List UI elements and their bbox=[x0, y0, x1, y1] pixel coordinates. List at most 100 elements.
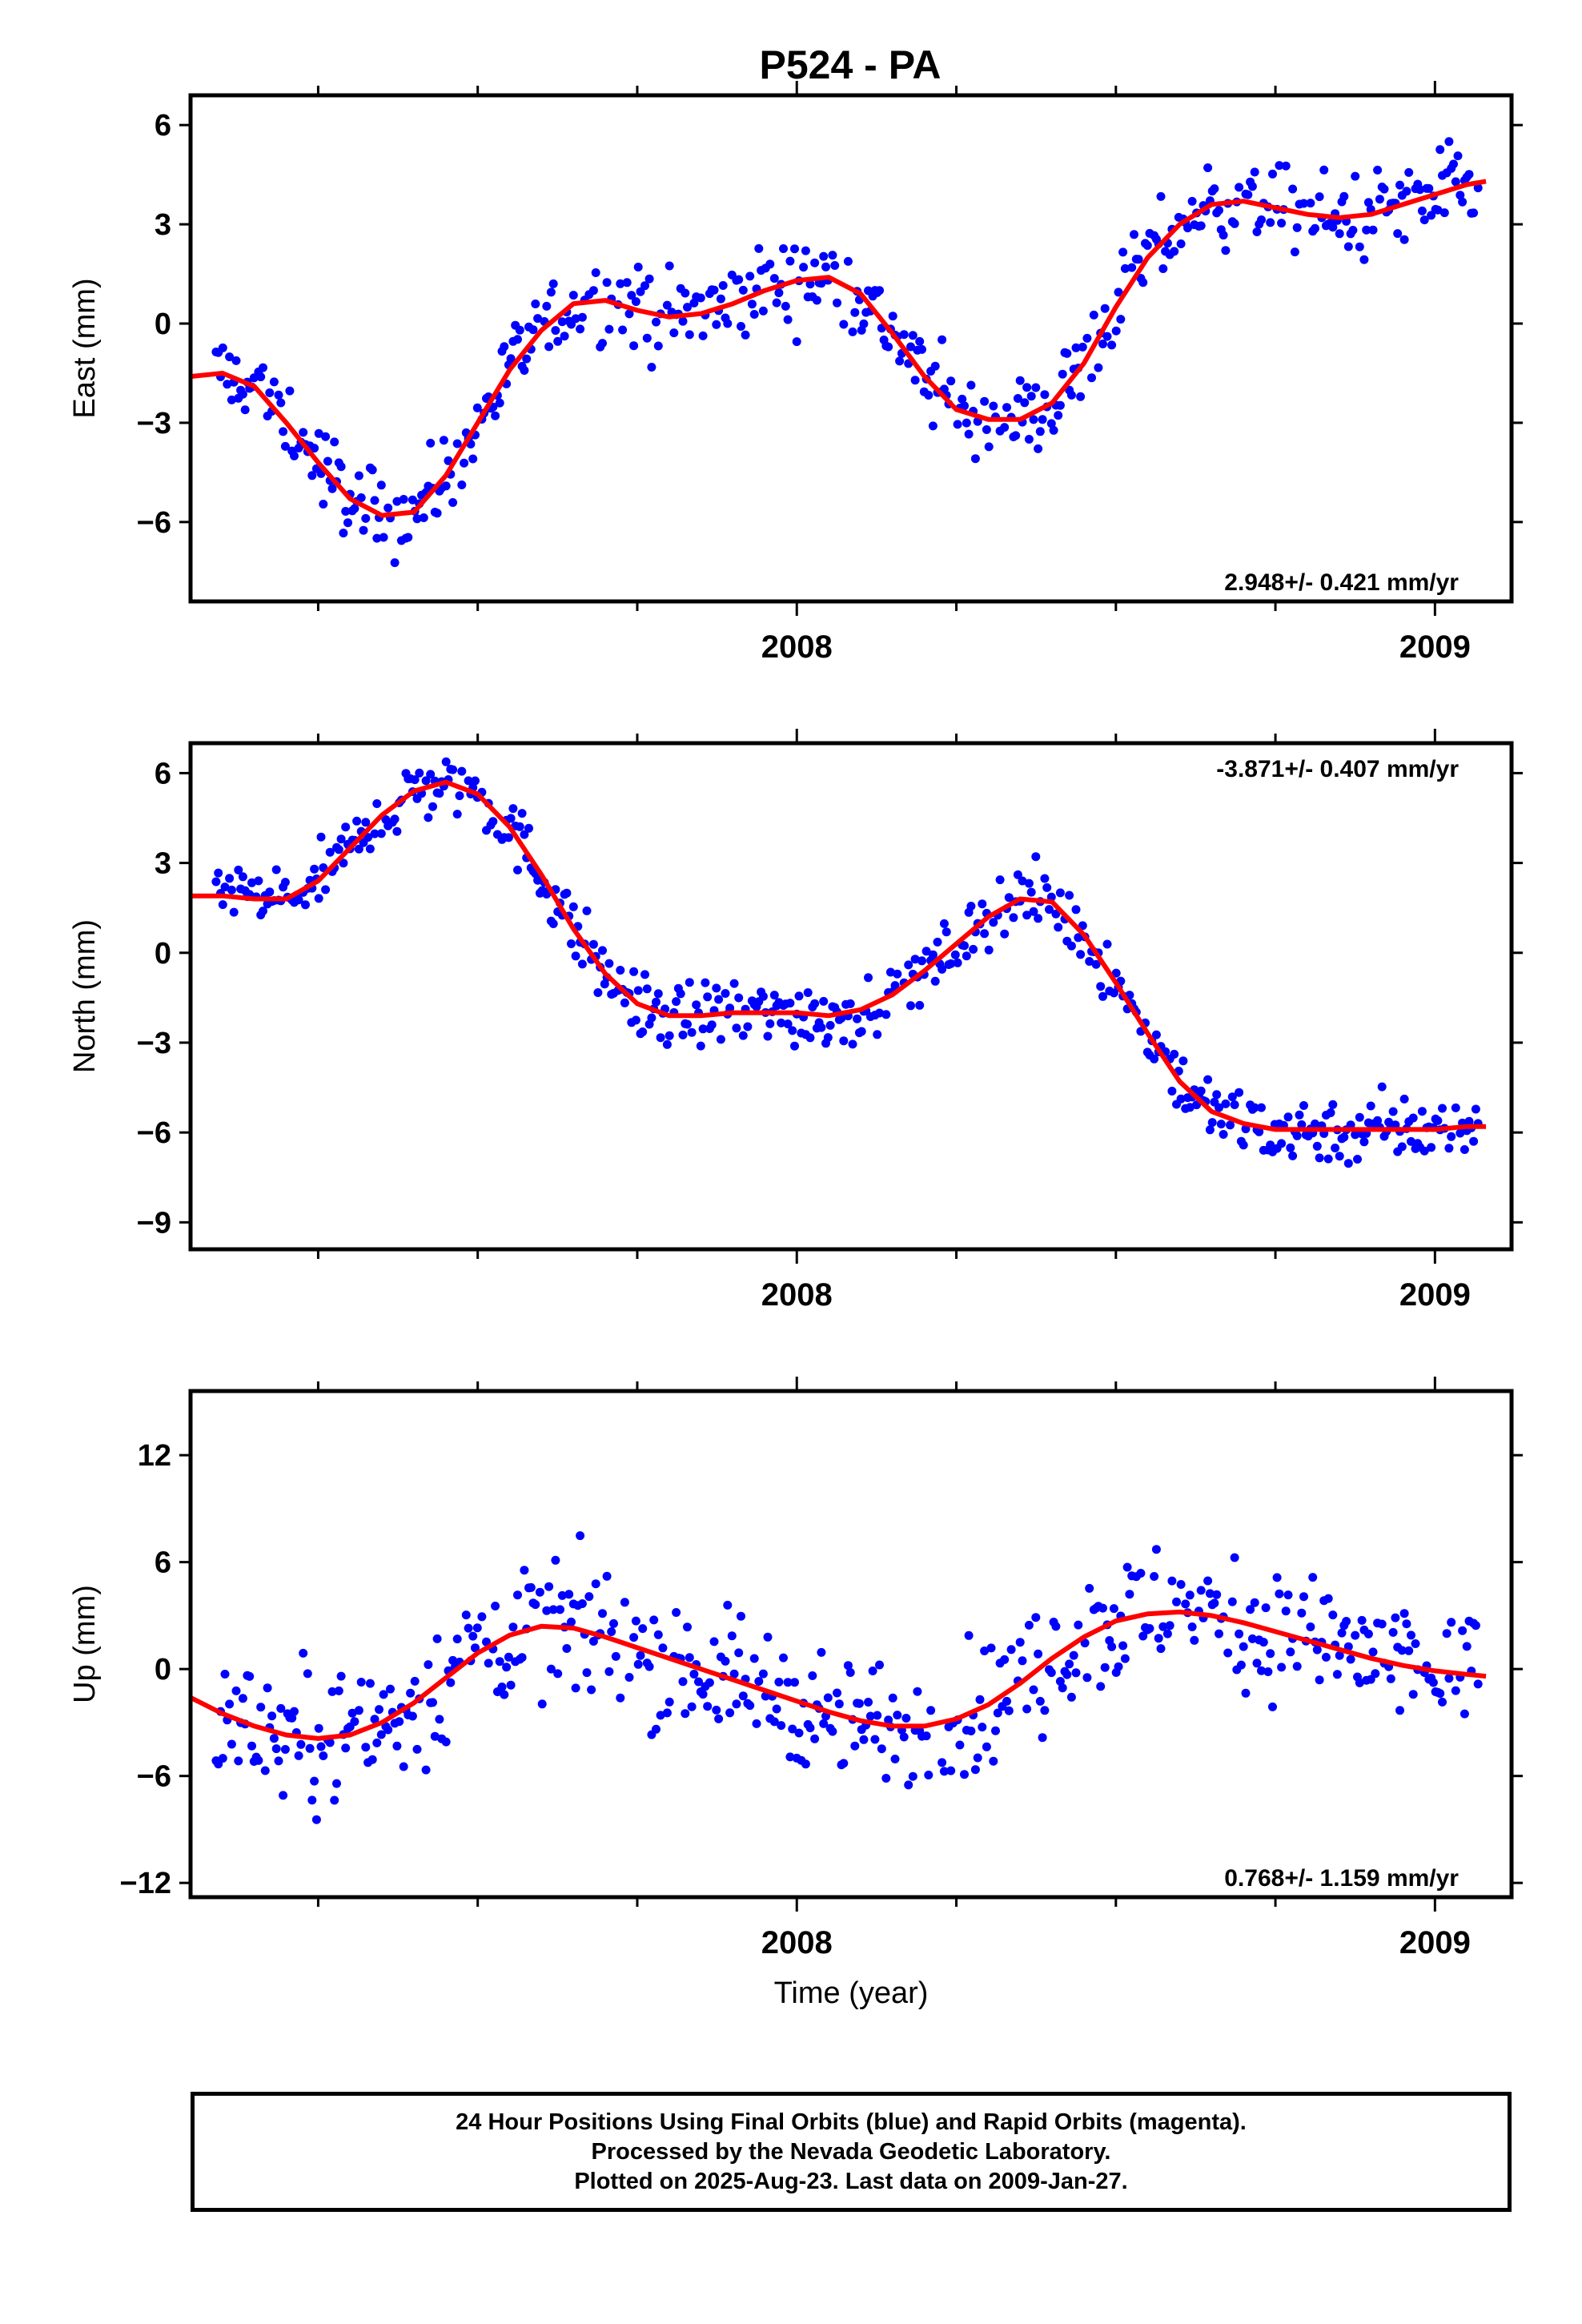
up-data-point bbox=[347, 1708, 357, 1718]
up-data-point bbox=[1018, 1656, 1027, 1666]
east-y-tick-label: 6 bbox=[155, 109, 171, 143]
up-data-point bbox=[1241, 1688, 1251, 1698]
east-data-point bbox=[1020, 398, 1030, 408]
east-fit-curve bbox=[190, 179, 1487, 518]
east-data-point bbox=[1138, 278, 1148, 287]
north-data-point bbox=[647, 1013, 656, 1023]
north-data-point bbox=[567, 939, 576, 948]
east-data-point bbox=[225, 352, 235, 362]
east-data-point bbox=[1071, 343, 1081, 352]
up-data-point bbox=[279, 1791, 288, 1800]
north-data-point bbox=[656, 1033, 665, 1043]
east-data-point bbox=[839, 320, 849, 329]
north-data-point bbox=[969, 944, 978, 954]
up-data-point bbox=[332, 1779, 341, 1788]
east-data-point bbox=[616, 279, 625, 288]
east-data-point bbox=[801, 246, 810, 255]
east-data-point bbox=[1114, 287, 1123, 297]
east-data-point bbox=[1118, 247, 1128, 257]
east-data-point bbox=[515, 325, 524, 335]
up-data-point bbox=[662, 1708, 672, 1718]
north-data-point bbox=[738, 1031, 748, 1040]
up-plot-frame bbox=[188, 1389, 1514, 1900]
up-data-point bbox=[1162, 1629, 1172, 1638]
up-data-point bbox=[548, 1605, 558, 1614]
north-data-point bbox=[1407, 1136, 1415, 1146]
east-data-point bbox=[924, 391, 934, 400]
east-data-point bbox=[495, 398, 504, 408]
up-data-point bbox=[506, 1680, 516, 1690]
east-data-point bbox=[1363, 198, 1373, 207]
east-data-point bbox=[895, 356, 905, 366]
east-data-point bbox=[472, 403, 482, 412]
east-data-point bbox=[372, 533, 382, 543]
up-data-point bbox=[839, 1759, 849, 1768]
east-data-point bbox=[1250, 167, 1259, 177]
up-data-point bbox=[975, 1695, 985, 1704]
up-data-point bbox=[1306, 1622, 1315, 1631]
east-data-point bbox=[624, 309, 634, 319]
north-data-point bbox=[464, 776, 473, 786]
north-data-point bbox=[921, 947, 931, 956]
east-data-point bbox=[884, 342, 893, 352]
east-data-point bbox=[591, 268, 600, 277]
up-data-point bbox=[989, 1756, 998, 1766]
east-data-point bbox=[938, 335, 947, 344]
up-data-point bbox=[694, 1677, 703, 1687]
east-data-point bbox=[830, 261, 840, 270]
up-data-point bbox=[491, 1602, 500, 1610]
north-data-point bbox=[1343, 1159, 1353, 1168]
east-data-point bbox=[928, 421, 938, 431]
east-data-point bbox=[1362, 225, 1371, 235]
east-data-point bbox=[1315, 192, 1324, 202]
up-data-point bbox=[1442, 1629, 1452, 1638]
east-data-point bbox=[218, 343, 227, 352]
up-data-point bbox=[535, 1587, 544, 1597]
north-data-point bbox=[1066, 941, 1076, 951]
up-data-point bbox=[653, 1630, 663, 1639]
up-data-point bbox=[904, 1780, 913, 1790]
north-data-point bbox=[1438, 1104, 1447, 1113]
north-data-point bbox=[1055, 888, 1065, 898]
up-data-point bbox=[1351, 1630, 1360, 1640]
north-data-point bbox=[1388, 1107, 1398, 1116]
east-data-point bbox=[419, 513, 428, 522]
east-data-point bbox=[765, 259, 775, 269]
east-data-point bbox=[1116, 315, 1126, 324]
east-data-point bbox=[1247, 182, 1257, 191]
north-data-point bbox=[980, 929, 990, 939]
up-data-point bbox=[372, 1738, 382, 1747]
east-data-point bbox=[1094, 363, 1103, 372]
east-data-point bbox=[468, 454, 478, 464]
east-data-point bbox=[915, 336, 925, 346]
east-data-point bbox=[1107, 340, 1117, 350]
east-data-point bbox=[1031, 383, 1041, 392]
east-data-point bbox=[781, 301, 790, 311]
up-data-point bbox=[1187, 1622, 1197, 1631]
north-data-point bbox=[225, 874, 235, 883]
up-data-point bbox=[1156, 1644, 1166, 1654]
up-data-point bbox=[537, 1699, 547, 1709]
north-data-point bbox=[743, 1022, 753, 1031]
north-data-point bbox=[1065, 891, 1074, 900]
east-data-point bbox=[812, 296, 821, 305]
north-x-tick-label: 2009 bbox=[1399, 1277, 1471, 1313]
east-data-point bbox=[1156, 191, 1166, 201]
east-data-point bbox=[1393, 229, 1403, 239]
east-data-point bbox=[513, 335, 522, 344]
east-data-point bbox=[946, 376, 956, 386]
up-data-point bbox=[1460, 1709, 1469, 1719]
east-data-point bbox=[1444, 137, 1454, 147]
north-data-point bbox=[1335, 1152, 1344, 1161]
east-data-point bbox=[1219, 231, 1228, 240]
up-data-point bbox=[604, 1667, 614, 1676]
north-data-point bbox=[1353, 1155, 1362, 1164]
east-data-point bbox=[571, 314, 580, 324]
east-data-point bbox=[361, 513, 371, 523]
up-data-point bbox=[452, 1634, 462, 1644]
north-data-point bbox=[765, 1019, 775, 1028]
north-data-point bbox=[247, 878, 256, 887]
north-data-point bbox=[1444, 1144, 1454, 1153]
north-data-point bbox=[238, 872, 247, 882]
up-data-point bbox=[303, 1669, 312, 1679]
